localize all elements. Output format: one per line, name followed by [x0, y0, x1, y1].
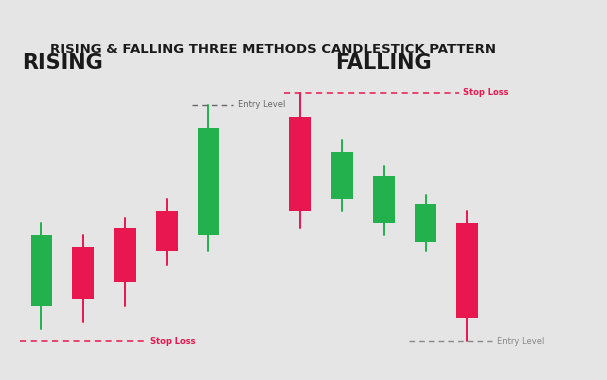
Bar [373, 176, 395, 223]
Text: FALLING: FALLING [336, 53, 432, 73]
Text: RISING & FALLING THREE METHODS CANDLESTICK PATTERN: RISING & FALLING THREE METHODS CANDLESTI… [50, 43, 496, 56]
Bar [30, 235, 52, 306]
Bar [290, 117, 311, 211]
Bar [331, 152, 353, 199]
Bar [197, 128, 219, 235]
Bar [72, 247, 94, 299]
Text: Stop Loss: Stop Loss [463, 89, 509, 97]
Text: Stop Loss: Stop Loss [150, 337, 195, 346]
Bar [456, 223, 478, 318]
Bar [156, 211, 177, 251]
Text: Entry Level: Entry Level [238, 100, 285, 109]
Bar [415, 204, 436, 242]
Text: Entry Level: Entry Level [497, 337, 544, 346]
Text: RISING: RISING [22, 53, 103, 73]
Bar [114, 228, 136, 282]
